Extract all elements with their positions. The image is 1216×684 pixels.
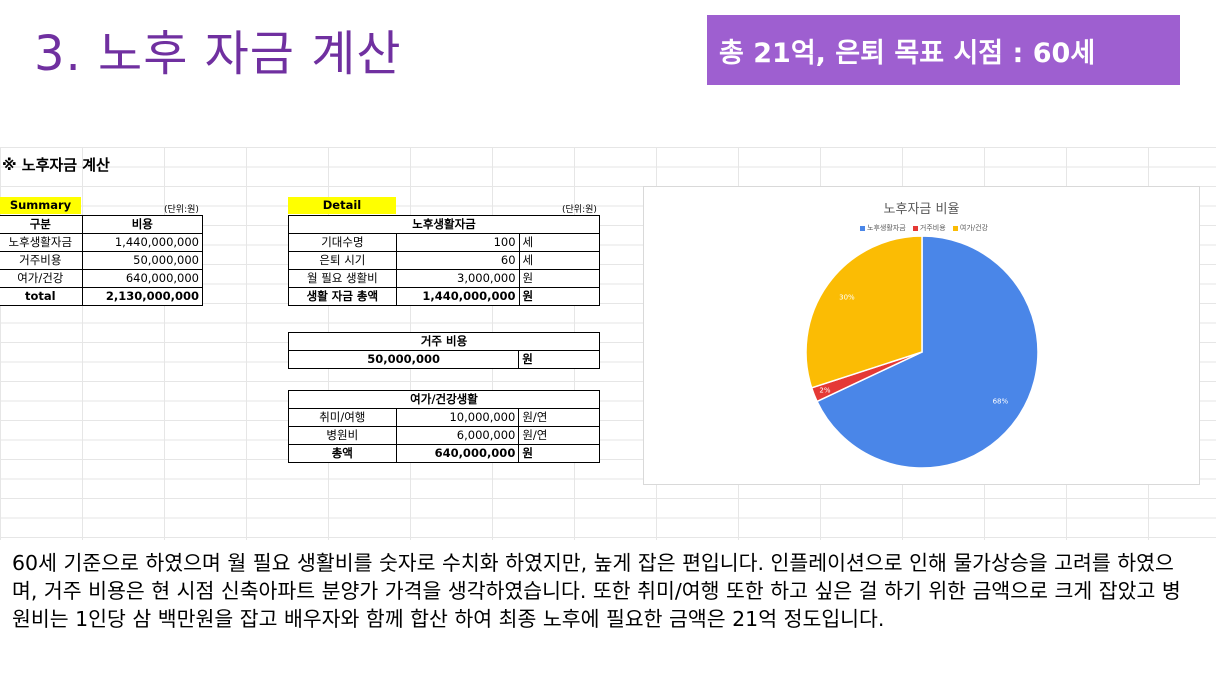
legend-label: 거주비용 [919,224,946,232]
spreadsheet-area: ※ 노후자금 계산 Summary (단위:원) 구분 비용 노후생활자금 1,… [0,147,1216,540]
living-cell: 세 [518,251,601,270]
sheet-heading: ※ 노후자금 계산 [2,156,110,174]
living-cell: 3,000,000 [395,269,520,288]
living-total-label: 생활 자금 총액 [288,287,397,306]
summary-cell: 노후생활자금 [0,233,83,252]
pie-chart-panel: 노후자금 비율 노후생활자금 거주비용 여가/건강 68% 2% 30% [643,186,1200,485]
leisure-health-table: 여가/건강생활 취미/여행 10,000,000 원/연 병원비 6,000,0… [288,390,600,463]
summary-cell: 640,000,000 [81,269,204,288]
table-row: 기대수명 100 세 [288,233,601,252]
living-cost-title: 노후생활자금 [288,215,600,234]
living-total-unit: 원 [518,287,601,306]
living-cost-table: 노후생활자금 기대수명 100 세 은퇴 시기 60 세 월 필요 생활비 3,… [288,215,601,306]
leisure-total-label: 총액 [288,444,397,463]
legend-swatch [912,225,918,231]
summary-cell: 여가/건강 [0,269,83,288]
leisure-cell: 취미/여행 [288,408,397,427]
table-row: 병원비 6,000,000 원/연 [288,426,600,445]
summary-total-value: 2,130,000,000 [81,287,204,306]
leisure-title: 여가/건강생활 [288,390,600,409]
table-row: 총액 640,000,000 원 [288,444,600,463]
living-cell: 은퇴 시기 [288,251,397,270]
legend-swatch [860,225,865,231]
description-text: 60세 기준으로 하였으며 월 필요 생활비를 숫자로 수치화 하였지만, 높게… [12,551,1181,631]
summary-cell: 1,440,000,000 [81,233,204,252]
leisure-total-unit: 원 [518,444,600,463]
table-row: 거주비용 50,000,000 [0,251,204,270]
legend-label: 여가/건강 [959,224,988,232]
summary-total-label: total [0,287,83,306]
living-cell: 원 [518,269,601,288]
table-row: 생활 자금 총액 1,440,000,000 원 [288,287,601,306]
summary-banner: 총 21억, 은퇴 목표 시점 : 60세 [707,15,1180,85]
slide-title: 3. 노후 자금 계산 [34,26,402,82]
table-row: total 2,130,000,000 [0,287,204,306]
summary-label: Summary [0,197,81,214]
leisure-cell: 원/연 [518,426,600,445]
living-cell: 100 [395,233,520,252]
pie-data-label-1: 2% [819,386,830,394]
leisure-cell: 원/연 [518,408,600,427]
summary-cell: 거주비용 [0,251,83,270]
living-cell: 60 [395,251,520,270]
pie-slice-2 [805,235,923,389]
detail-unit: (단위:원) [562,205,597,215]
summary-header-category: 구분 [0,215,83,234]
table-row: 노후생활자금 1,440,000,000 [0,233,204,252]
housing-title: 거주 비용 [288,332,600,351]
pie-data-label-2: 30% [839,293,855,301]
leisure-cell: 10,000,000 [395,408,520,427]
housing-unit: 원 [518,350,600,369]
leisure-total-value: 640,000,000 [395,444,520,463]
living-cell: 세 [518,233,601,252]
table-row: 월 필요 생활비 3,000,000 원 [288,269,601,288]
summary-cell: 50,000,000 [81,251,204,270]
pie-slice-0 [816,235,1039,469]
detail-label: Detail [288,197,396,214]
living-cell: 월 필요 생활비 [288,269,397,288]
living-total-value: 1,440,000,000 [395,287,520,306]
pie-data-label-0: 68% [993,398,1009,406]
living-cell: 기대수명 [288,233,397,252]
pie-chart: 68% 2% 30% [805,235,1039,469]
summary-header-cost: 비용 [81,215,204,234]
table-row: 여가/건강 640,000,000 [0,269,204,288]
summary-table: 구분 비용 노후생활자금 1,440,000,000 거주비용 50,000,0… [0,215,204,306]
table-row: 은퇴 시기 60 세 [288,251,601,270]
chart-legend: 노후생활자금 거주비용 여가/건강 [644,223,1199,233]
table-row: 취미/여행 10,000,000 원/연 [288,408,600,427]
summary-unit: (단위:원) [164,205,199,215]
housing-cost-table: 거주 비용 50,000,000 원 [287,332,600,369]
leisure-cell: 병원비 [288,426,397,445]
table-row: 노후생활자금 [288,215,600,234]
table-row: 거주 비용 [288,332,600,351]
leisure-cell: 6,000,000 [395,426,520,445]
legend-label: 노후생활자금 [867,224,906,232]
legend-swatch [952,225,958,231]
chart-title: 노후자금 비율 [883,202,960,217]
table-row: 여가/건강생활 [288,390,600,409]
table-row: 구분 비용 [0,215,204,234]
table-row: 50,000,000 원 [287,350,600,369]
housing-amount: 50,000,000 [287,350,520,369]
